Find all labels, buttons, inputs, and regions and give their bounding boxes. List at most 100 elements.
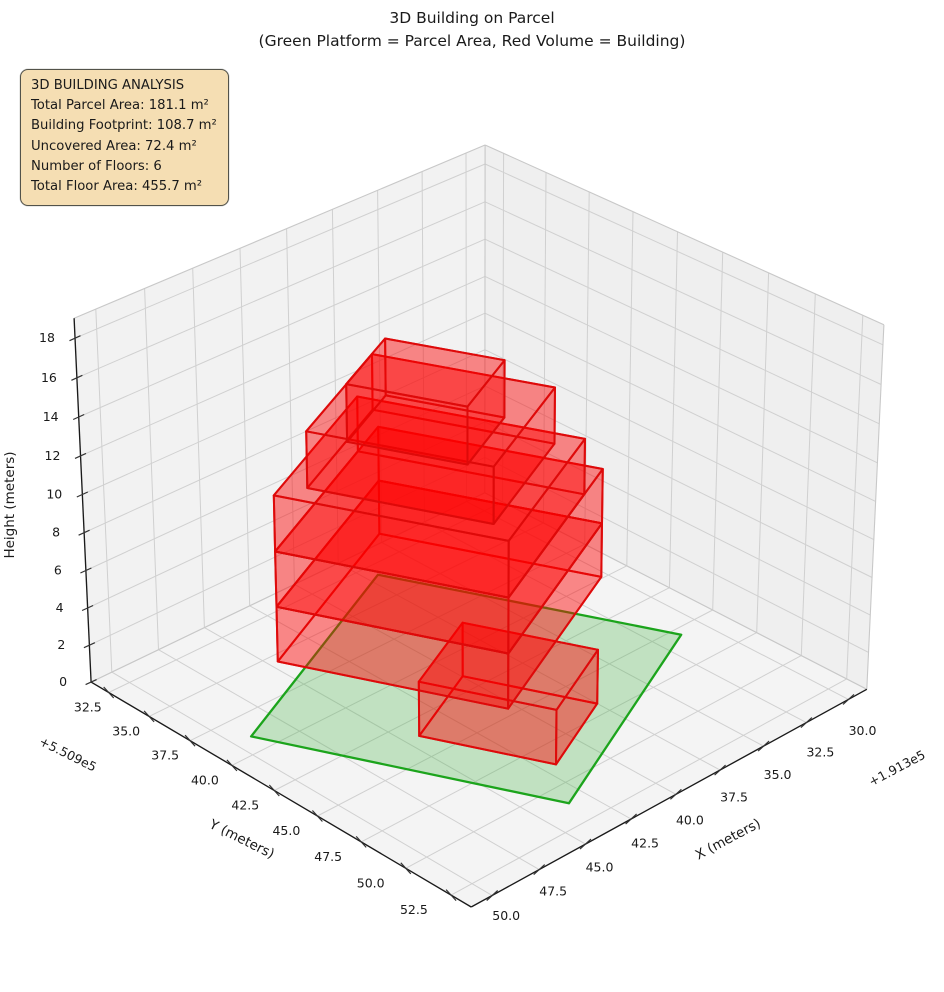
grid-z-left <box>85 385 486 571</box>
grid-z-right <box>484 238 880 425</box>
grid-x-wall <box>144 288 159 650</box>
tick-labels: 30.0 32.5 35.0 37.5 40.0 42.5 45.0 47.5 50.0 32.5… <box>39 330 876 923</box>
y-tick <box>445 889 457 902</box>
floor-1-face <box>417 680 558 766</box>
x-tick <box>486 890 499 901</box>
z-tick <box>83 642 96 649</box>
grid-z-right <box>484 312 876 502</box>
x-tick <box>757 740 770 752</box>
grid-x-wall <box>239 248 251 606</box>
grid-y-wall <box>542 172 547 523</box>
y-tick <box>268 784 280 797</box>
grid-z-right <box>484 456 869 653</box>
z-tick-label: 4 <box>56 600 64 615</box>
y-tick <box>355 835 367 848</box>
z-tick-label: 10 <box>46 487 62 502</box>
z-tick-label: 12 <box>45 448 61 463</box>
x-tick <box>669 788 682 800</box>
grid-x-wall <box>377 190 383 543</box>
y-tick <box>103 686 115 699</box>
grid-x-wall <box>331 209 339 564</box>
grid-y-wall <box>756 272 770 633</box>
z-tick <box>85 679 97 686</box>
grid-y-wall <box>584 191 590 545</box>
z-tick-label: 18 <box>39 330 55 345</box>
grid-y-floor <box>231 565 628 766</box>
x-tick <box>533 864 546 876</box>
x-tick-label: 30.0 <box>849 723 877 738</box>
x-axis-offset-text: +1.913e5 <box>866 747 928 789</box>
parcel-platform <box>249 573 683 805</box>
x-tick-label: 37.5 <box>720 789 748 804</box>
pane-right <box>484 145 884 690</box>
grid-x-floor <box>294 583 677 795</box>
info-line-uncovered: Uncovered Area: 72.4 m² <box>31 138 197 154</box>
floor-6-face <box>345 383 469 466</box>
grid-z-right <box>484 385 873 578</box>
z-tick <box>72 413 85 421</box>
y-tick-label: 37.5 <box>151 748 179 763</box>
grid-y-wall <box>712 252 724 611</box>
grid-z-left <box>74 163 486 339</box>
y-tick-label: 35.0 <box>112 723 140 738</box>
y-axis-label: Y (meters) <box>206 816 277 862</box>
y-tick-label: 45.0 <box>272 823 300 838</box>
x-tick <box>800 717 813 729</box>
grid-z-right <box>484 201 882 385</box>
grid-y-wall <box>502 153 505 502</box>
x-tick <box>842 693 855 705</box>
grid-y-floor <box>274 587 670 791</box>
z-tick <box>69 335 81 342</box>
z-axis-spine <box>73 318 92 683</box>
y-tick-label: 32.5 <box>74 700 102 715</box>
pane-left <box>74 145 486 683</box>
grid-x-floor <box>204 627 586 845</box>
z-tick-label: 2 <box>57 637 65 652</box>
z-tick <box>71 374 83 381</box>
grid-z-right <box>484 349 875 541</box>
y-tick <box>226 759 238 772</box>
grid-z-left <box>82 312 486 495</box>
grid-y-wall <box>800 293 816 656</box>
y-tick-label: 50.0 <box>357 875 385 890</box>
z-tick <box>78 529 90 536</box>
chart-title: 3D Building on Parcel <box>389 9 555 27</box>
x-tick-label: 40.0 <box>676 812 704 827</box>
y-tick-label: 52.5 <box>400 902 428 917</box>
grid-x-floor <box>249 605 632 820</box>
grid-y-floor <box>148 522 544 717</box>
x-tick-label: 45.0 <box>586 859 614 874</box>
x-tick <box>714 764 727 776</box>
tick-marks <box>69 335 855 902</box>
x-tick <box>579 838 592 850</box>
x-tick <box>625 813 638 825</box>
grid-z-right <box>484 163 884 346</box>
edge-right-vertical <box>866 324 885 690</box>
grid-y-floor <box>317 609 713 817</box>
z-tick <box>80 567 92 574</box>
grid-z-left <box>78 238 486 418</box>
edge-floor-right <box>484 492 868 690</box>
x-tick-label: 32.5 <box>806 745 834 760</box>
x-tick-label: 42.5 <box>631 836 659 851</box>
info-line-footprint: Building Footprint: 108.7 m² <box>31 118 217 134</box>
z-tick-label: 16 <box>41 370 57 385</box>
grid-y-wall <box>626 211 634 566</box>
z-tick-label: 14 <box>43 409 59 424</box>
floor-4-face <box>272 494 510 599</box>
y-tick-label: 42.5 <box>231 798 259 813</box>
grid-y-wall <box>846 315 864 679</box>
y-tick-label: 47.5 <box>314 849 342 864</box>
z-axis-label: Height (meters) <box>2 451 18 558</box>
grid-z-left <box>83 349 486 534</box>
y-axis-spine <box>90 681 472 908</box>
y-tick-label: 40.0 <box>191 772 219 787</box>
z-tick <box>76 491 89 498</box>
y-tick <box>311 810 323 822</box>
grid-z-right <box>484 421 871 616</box>
x-tick-label: 47.5 <box>539 884 567 899</box>
info-line-floor-area: Total Floor Area: 455.7 m² <box>31 179 203 195</box>
info-line-parcel-area: Total Parcel Area: 181.1 m² <box>31 98 209 114</box>
